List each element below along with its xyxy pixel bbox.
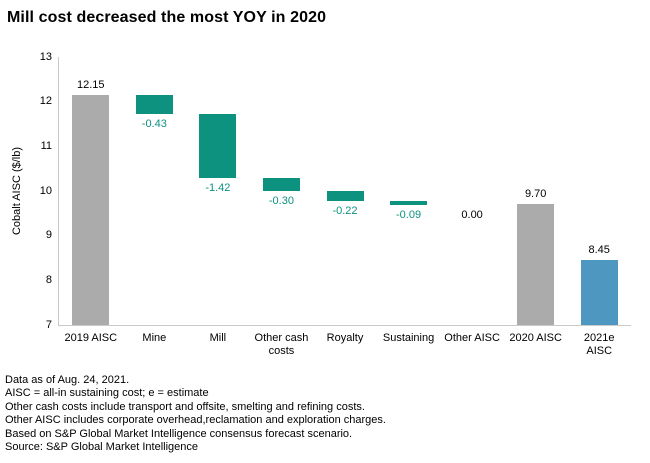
footnote-data-as-of: Data as of Aug. 24, 2021. [5, 374, 130, 386]
chart-title: Mill cost decreased the most YOY in 2020 [7, 9, 327, 26]
footnote-other-cash-costs: Other cash costs include transport and o… [5, 400, 365, 413]
x-label-sustaining: Sustaining [382, 332, 435, 344]
x-label-mine: Mine [142, 332, 167, 344]
footnote-source: Source: S&P Global Market Intelligence [5, 441, 199, 454]
y-tick-11: 11 [40, 139, 52, 152]
bar-mine [135, 94, 173, 115]
bar-mill [199, 114, 237, 178]
x-label-mill: Mill [209, 332, 227, 344]
bar-2019-aisc [72, 94, 110, 325]
footnote-aisc-definition: AISC = all-in sustaining cost; e = estim… [5, 387, 209, 400]
bar-royalty [326, 191, 364, 201]
y-tick-12: 12 [39, 95, 52, 108]
y-tick-10: 10 [39, 184, 52, 197]
x-label-other-cash-costs: Other cash costs [254, 332, 309, 357]
value-label-sustaining: -0.09 [396, 208, 422, 221]
y-tick-8: 8 [45, 273, 52, 286]
y-tick-13: 13 [39, 50, 52, 63]
bar-2020-aisc [517, 204, 555, 325]
bar-sustaining [390, 200, 428, 205]
y-axis-label: Cobalt AISC ($/lb) [11, 146, 23, 236]
footnote-other-aisc: Other AISC includes corporate overhead,r… [5, 414, 386, 427]
value-label-2021e-aisc: 8.45 [588, 244, 610, 257]
x-label-other-aisc: Other AISC [444, 332, 500, 344]
value-label-mill: -1.42 [205, 181, 231, 194]
footnotes: Data as of Aug. 24, 2021. AISC = all-in … [5, 374, 386, 454]
value-label-other-cash-costs: -0.30 [268, 195, 294, 207]
footnote-forecast-basis: Based on S&P Global Market Intelligence … [5, 427, 353, 440]
x-label-2019-aisc: 2019 AISC [64, 332, 118, 344]
plot-area: 7 8 9 10 11 12 13 12.15 2019 AISC -0.43 Mine -1.42 M… [40, 51, 631, 357]
value-label-other-aisc: 0.00 [461, 208, 483, 221]
x-label-2020-aisc: 2020 AISC [509, 332, 562, 344]
y-tick-9: 9 [45, 229, 52, 242]
value-label-2020-aisc: 9.70 [524, 188, 547, 201]
y-tick-7: 7 [45, 318, 52, 331]
value-label-2019-aisc: 12.15 [77, 78, 105, 91]
bar-2021e-aisc [580, 260, 618, 325]
x-label-2021e-aisc: 2021e AISC [583, 332, 615, 357]
value-label-mine: -0.43 [141, 118, 167, 131]
value-label-royalty: -0.22 [332, 204, 358, 217]
bar-other-cash-costs [262, 177, 300, 191]
x-label-royalty: Royalty [326, 332, 364, 344]
